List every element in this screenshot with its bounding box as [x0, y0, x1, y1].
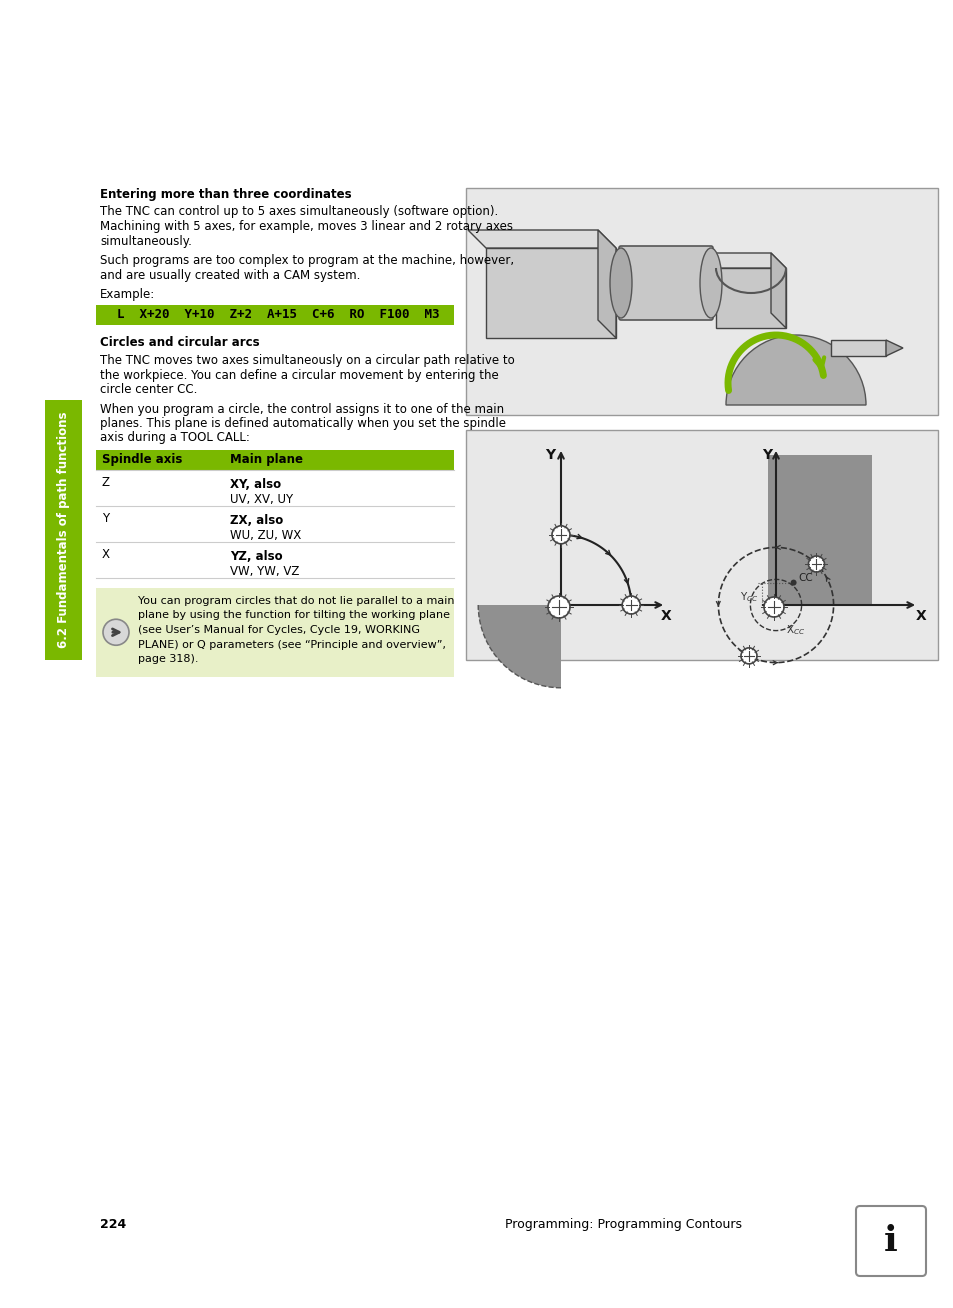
- Bar: [96, 450, 454, 470]
- Text: L  X+20  Y+10  Z+2  A+15  C+6  RO  F100  M3: L X+20 Y+10 Z+2 A+15 C+6 RO F100 M3: [102, 307, 439, 320]
- Text: X: X: [915, 610, 925, 623]
- Text: XY, also: XY, also: [230, 477, 281, 490]
- Circle shape: [807, 556, 823, 572]
- Text: WU, ZU, WX: WU, ZU, WX: [230, 528, 301, 542]
- Polygon shape: [598, 230, 616, 337]
- Text: UV, XV, UY: UV, XV, UY: [230, 493, 293, 505]
- Text: i: i: [883, 1224, 897, 1258]
- Polygon shape: [770, 252, 785, 328]
- Text: YZ, also: YZ, also: [230, 549, 282, 562]
- Text: The TNC can control up to 5 axes simultaneously (software option).: The TNC can control up to 5 axes simulta…: [100, 205, 497, 218]
- Text: Z: Z: [102, 476, 110, 489]
- Wedge shape: [477, 606, 560, 688]
- Text: X: X: [660, 610, 671, 623]
- Text: X: X: [102, 548, 110, 561]
- Circle shape: [103, 619, 129, 645]
- Bar: [465, 430, 937, 661]
- Bar: [465, 188, 937, 415]
- Text: circle center CC.: circle center CC.: [100, 383, 197, 396]
- Text: Main plane: Main plane: [230, 454, 303, 467]
- Text: X$_{CC}$: X$_{CC}$: [784, 623, 804, 637]
- Text: VW, YW, VZ: VW, YW, VZ: [230, 565, 299, 578]
- Text: (see User’s Manual for Cycles, Cycle 19, WORKING: (see User’s Manual for Cycles, Cycle 19,…: [138, 625, 419, 634]
- Bar: [96, 589, 454, 676]
- Text: axis during a TOOL CALL:: axis during a TOOL CALL:: [100, 432, 250, 445]
- Text: plane by using the function for tilting the working plane: plane by using the function for tilting …: [138, 611, 450, 620]
- Text: Y$_{CC}$: Y$_{CC}$: [739, 591, 758, 604]
- Polygon shape: [468, 230, 616, 249]
- Text: planes. This plane is defined automatically when you set the spindle: planes. This plane is defined automatica…: [100, 417, 505, 430]
- Text: 6.2 Fundamentals of path functions: 6.2 Fundamentals of path functions: [57, 412, 70, 649]
- Circle shape: [621, 596, 639, 613]
- FancyBboxPatch shape: [855, 1206, 925, 1277]
- Polygon shape: [485, 249, 616, 337]
- Text: Machining with 5 axes, for example, moves 3 linear and 2 rotary axes: Machining with 5 axes, for example, move…: [100, 220, 513, 233]
- Circle shape: [763, 596, 783, 617]
- Text: CC: CC: [798, 573, 813, 582]
- Text: You can program circles that do not lie parallel to a main: You can program circles that do not lie …: [138, 596, 454, 606]
- Circle shape: [547, 596, 569, 617]
- Text: Programming: Programming Contours: Programming: Programming Contours: [504, 1218, 741, 1231]
- Ellipse shape: [609, 249, 631, 318]
- Bar: [767, 455, 871, 606]
- Text: When you program a circle, the control assigns it to one of the main: When you program a circle, the control a…: [100, 403, 503, 416]
- Circle shape: [552, 526, 569, 544]
- Text: Spindle axis: Spindle axis: [102, 454, 182, 467]
- Text: Y: Y: [544, 449, 555, 462]
- Text: ZX, also: ZX, also: [230, 514, 283, 527]
- Bar: [45, 400, 82, 661]
- Text: Example:: Example:: [100, 288, 155, 301]
- Circle shape: [740, 647, 756, 664]
- Text: the workpiece. You can define a circular movement by entering the: the workpiece. You can define a circular…: [100, 369, 498, 382]
- Text: 224: 224: [100, 1218, 126, 1231]
- Text: PLANE) or Q parameters (see “Principle and overview”,: PLANE) or Q parameters (see “Principle a…: [138, 640, 446, 650]
- Ellipse shape: [700, 249, 721, 318]
- Wedge shape: [725, 335, 865, 405]
- Text: Circles and circular arcs: Circles and circular arcs: [100, 336, 259, 349]
- Bar: [96, 305, 454, 324]
- Bar: [830, 340, 885, 356]
- Circle shape: [790, 579, 796, 586]
- Text: Such programs are too complex to program at the machine, however,: Such programs are too complex to program…: [100, 254, 514, 267]
- Text: and are usually created with a CAM system.: and are usually created with a CAM syste…: [100, 268, 360, 281]
- Polygon shape: [716, 268, 785, 328]
- Text: simultaneously.: simultaneously.: [100, 234, 192, 247]
- Text: The TNC moves two axes simultaneously on a circular path relative to: The TNC moves two axes simultaneously on…: [100, 354, 515, 368]
- Polygon shape: [885, 340, 902, 356]
- FancyBboxPatch shape: [618, 246, 712, 320]
- Text: Entering more than three coordinates: Entering more than three coordinates: [100, 188, 352, 201]
- Text: page 318).: page 318).: [138, 654, 198, 664]
- Text: Y: Y: [761, 449, 771, 462]
- Polygon shape: [700, 252, 785, 268]
- Text: Y: Y: [102, 513, 109, 525]
